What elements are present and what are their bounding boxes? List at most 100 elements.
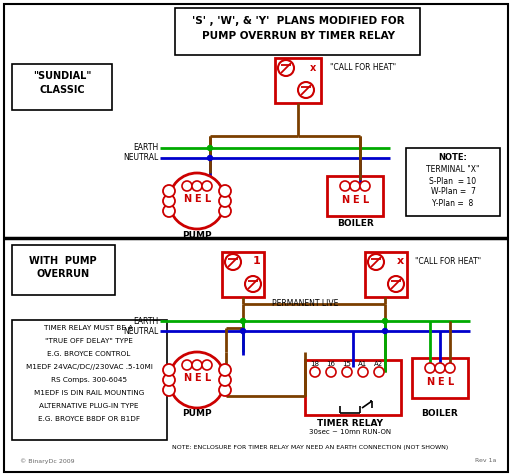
Circle shape: [382, 318, 388, 324]
Text: 15: 15: [343, 361, 351, 367]
Circle shape: [207, 146, 212, 150]
Circle shape: [219, 374, 231, 386]
Bar: [406, 148, 500, 216]
Bar: [327, 176, 383, 216]
Text: W-Plan =  7: W-Plan = 7: [431, 188, 476, 197]
Text: 30sec ~ 10mn RUN-ON: 30sec ~ 10mn RUN-ON: [309, 429, 391, 435]
Circle shape: [350, 181, 360, 191]
Text: 'S' , 'W', & 'Y'  PLANS MODIFIED FOR: 'S' , 'W', & 'Y' PLANS MODIFIED FOR: [191, 16, 404, 26]
Text: L: L: [362, 195, 368, 205]
Text: TIMER RELAY: TIMER RELAY: [317, 419, 383, 428]
Text: PERMANENT LIVE: PERMANENT LIVE: [272, 299, 338, 308]
Text: BOILER: BOILER: [421, 408, 458, 417]
Circle shape: [163, 364, 175, 376]
Circle shape: [163, 374, 175, 386]
Text: x: x: [310, 63, 316, 73]
Text: 18: 18: [310, 361, 319, 367]
Bar: [12, 320, 167, 440]
Text: N: N: [183, 194, 191, 204]
Text: "CALL FOR HEAT": "CALL FOR HEAT": [415, 257, 481, 266]
Circle shape: [340, 181, 350, 191]
Text: "CALL FOR HEAT": "CALL FOR HEAT": [330, 62, 396, 71]
Circle shape: [219, 364, 231, 376]
Text: E: E: [194, 194, 200, 204]
Circle shape: [368, 254, 384, 270]
Circle shape: [169, 352, 225, 408]
Text: OVERRUN: OVERRUN: [36, 269, 90, 279]
Bar: [412, 358, 468, 398]
Circle shape: [163, 195, 175, 207]
Circle shape: [425, 363, 435, 373]
Text: NOTE:: NOTE:: [439, 153, 467, 162]
Circle shape: [225, 254, 241, 270]
Bar: [12, 245, 115, 295]
Text: E.G. BROYCE CONTROL: E.G. BROYCE CONTROL: [48, 351, 131, 357]
Bar: [305, 360, 401, 415]
Text: A2: A2: [374, 361, 383, 367]
Circle shape: [298, 82, 314, 98]
Circle shape: [360, 181, 370, 191]
Text: Y-Plan =  8: Y-Plan = 8: [432, 198, 474, 208]
Text: N: N: [183, 373, 191, 383]
Circle shape: [435, 363, 445, 373]
Text: M1EDF 24VAC/DC//230VAC .5-10MI: M1EDF 24VAC/DC//230VAC .5-10MI: [26, 364, 153, 370]
Circle shape: [278, 60, 294, 76]
Circle shape: [202, 360, 212, 370]
Circle shape: [219, 384, 231, 396]
Bar: [175, 8, 420, 55]
Text: S-Plan  = 10: S-Plan = 10: [430, 177, 477, 186]
Bar: [222, 252, 264, 297]
Text: PUMP: PUMP: [182, 230, 212, 239]
Circle shape: [245, 276, 261, 292]
Text: E: E: [437, 377, 443, 387]
Circle shape: [388, 276, 404, 292]
Text: TERMINAL "X": TERMINAL "X": [426, 166, 480, 175]
Circle shape: [192, 360, 202, 370]
Circle shape: [219, 185, 231, 197]
Circle shape: [163, 185, 175, 197]
Text: © BinaryDc 2009: © BinaryDc 2009: [20, 458, 75, 464]
Text: TIMER RELAY MUST BE A: TIMER RELAY MUST BE A: [45, 325, 134, 331]
Text: ALTERNATIVE PLUG-IN TYPE: ALTERNATIVE PLUG-IN TYPE: [39, 403, 139, 409]
Text: E: E: [194, 373, 200, 383]
Circle shape: [169, 173, 225, 229]
Circle shape: [219, 205, 231, 217]
Circle shape: [326, 367, 336, 377]
Text: PUMP: PUMP: [182, 408, 212, 417]
Circle shape: [219, 195, 231, 207]
Text: N: N: [341, 195, 349, 205]
Text: BOILER: BOILER: [336, 219, 373, 228]
Text: M1EDF IS DIN RAIL MOUNTING: M1EDF IS DIN RAIL MOUNTING: [34, 390, 144, 396]
Circle shape: [163, 205, 175, 217]
Text: 1: 1: [253, 256, 261, 266]
Text: NEUTRAL: NEUTRAL: [123, 327, 158, 336]
Text: NEUTRAL: NEUTRAL: [123, 153, 158, 162]
Circle shape: [342, 367, 352, 377]
Text: 16: 16: [327, 361, 335, 367]
Bar: [275, 58, 321, 103]
Text: EARTH: EARTH: [133, 317, 158, 326]
Text: E.G. BROYCE B8DF OR B1DF: E.G. BROYCE B8DF OR B1DF: [38, 416, 140, 422]
Text: "TRUE OFF DELAY" TYPE: "TRUE OFF DELAY" TYPE: [45, 338, 133, 344]
Text: Rev 1a: Rev 1a: [475, 458, 496, 464]
Text: L: L: [204, 194, 210, 204]
Text: E: E: [352, 195, 358, 205]
Circle shape: [310, 367, 320, 377]
Circle shape: [207, 156, 212, 160]
Circle shape: [382, 328, 388, 334]
Circle shape: [192, 181, 202, 191]
Text: PUMP OVERRUN BY TIMER RELAY: PUMP OVERRUN BY TIMER RELAY: [202, 31, 395, 41]
Text: A1: A1: [358, 361, 368, 367]
Circle shape: [374, 367, 384, 377]
Circle shape: [241, 318, 245, 324]
Circle shape: [182, 360, 192, 370]
Circle shape: [445, 363, 455, 373]
Text: EARTH: EARTH: [133, 143, 158, 152]
Circle shape: [163, 384, 175, 396]
Text: L: L: [204, 373, 210, 383]
Circle shape: [182, 181, 192, 191]
Text: RS Comps. 300-6045: RS Comps. 300-6045: [51, 377, 127, 383]
Circle shape: [358, 367, 368, 377]
Circle shape: [202, 181, 212, 191]
Text: WITH  PUMP: WITH PUMP: [29, 256, 97, 266]
